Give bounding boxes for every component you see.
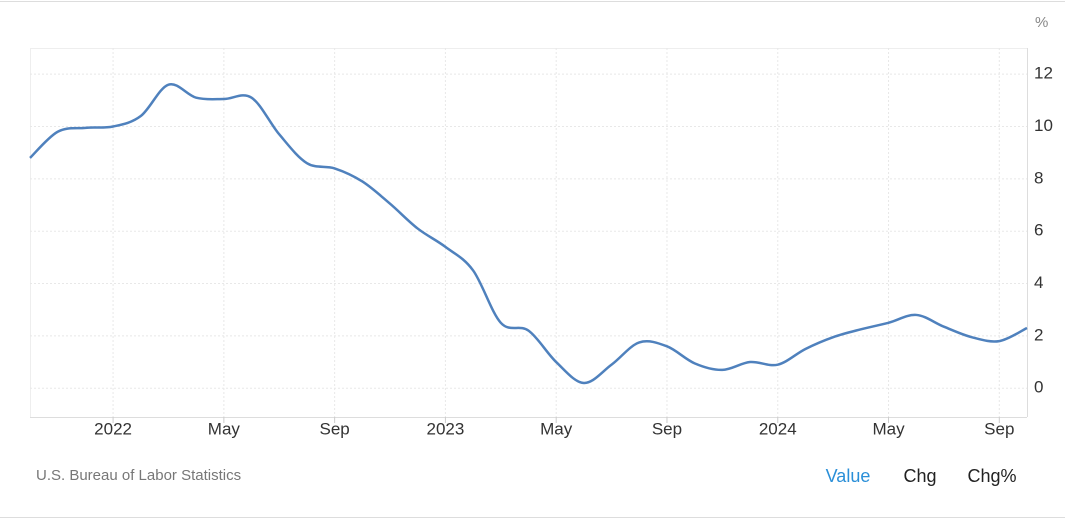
y-tick-label: 8 bbox=[1034, 168, 1043, 187]
x-tick-label: May bbox=[872, 419, 905, 438]
x-tick-label: 2022 bbox=[94, 419, 132, 438]
chg-button[interactable]: Chg bbox=[903, 466, 936, 486]
x-tick-label: May bbox=[540, 419, 573, 438]
y-tick-label: 6 bbox=[1034, 221, 1043, 240]
y-tick-label: 2 bbox=[1034, 325, 1043, 344]
x-tick-label: Sep bbox=[652, 419, 682, 438]
y-tick-label: 0 bbox=[1034, 378, 1043, 397]
x-tick-label: Sep bbox=[984, 419, 1014, 438]
y-tick-label: 4 bbox=[1034, 273, 1043, 292]
source: U.S. Bureau of Labor Statistics bbox=[36, 467, 241, 484]
value-button[interactable]: Value bbox=[826, 466, 871, 486]
x-tick-label: 2023 bbox=[427, 419, 465, 438]
x-tick-label: Sep bbox=[320, 419, 350, 438]
unit-label: % bbox=[1035, 14, 1048, 31]
chg-pct-button[interactable]: Chg% bbox=[967, 466, 1016, 486]
line-series bbox=[29, 82, 1028, 385]
x-tick-label: 2024 bbox=[759, 419, 797, 438]
y-tick-label: 12 bbox=[1034, 64, 1053, 83]
x-tick-label: May bbox=[208, 419, 241, 438]
y-tick-label: 10 bbox=[1034, 116, 1053, 135]
